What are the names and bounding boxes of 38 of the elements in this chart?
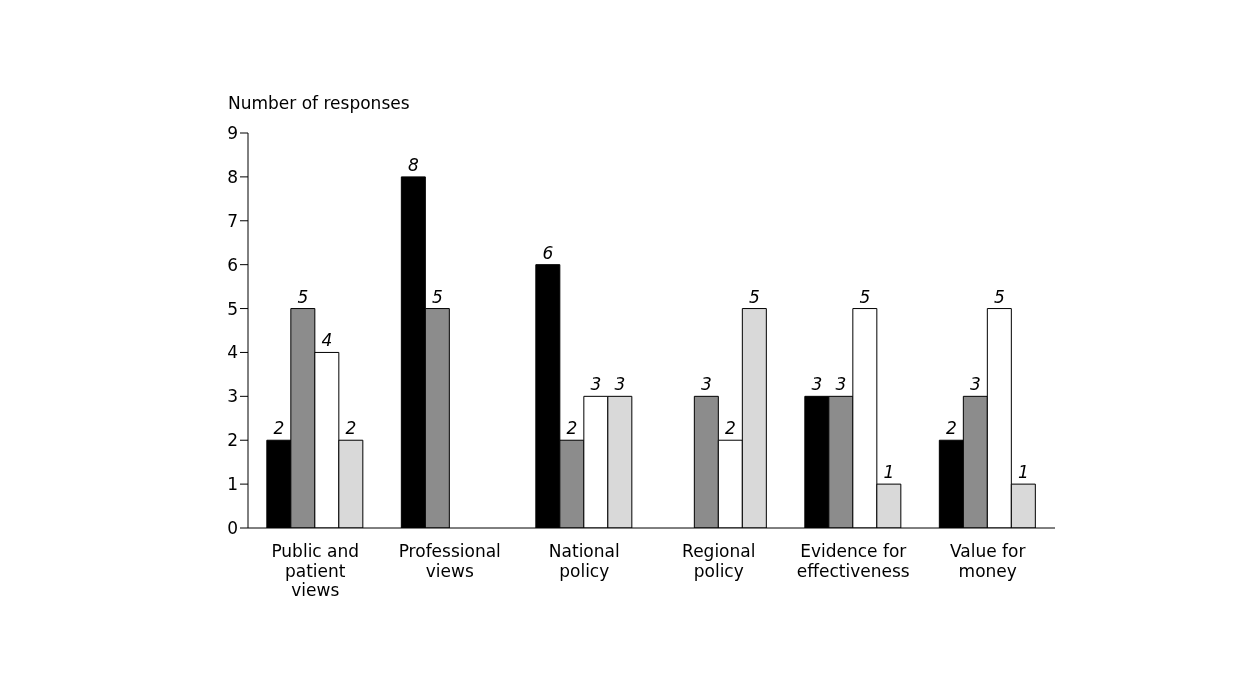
y-tick-label: 2 [227, 430, 238, 451]
data-label: 3 [969, 374, 981, 395]
x-tick-label: National policy [548, 541, 620, 581]
data-label: 5 [297, 286, 309, 307]
data-label: 2 [345, 418, 357, 439]
data-label: 4 [321, 330, 333, 351]
y-tick-label: 6 [227, 254, 238, 275]
data-label: 3 [590, 374, 602, 395]
data-label: 1 [1017, 462, 1029, 483]
y-tick-label: 1 [227, 474, 238, 495]
x-tick-label: Public and patient views [271, 541, 360, 601]
x-tick-label: Professional views [398, 541, 501, 581]
data-label: 2 [566, 418, 578, 439]
data-label: 6 [542, 242, 554, 263]
y-tick-label: 9 [227, 123, 238, 144]
data-label: 3 [835, 374, 847, 395]
data-label: 3 [700, 374, 712, 395]
data-label: 3 [811, 374, 823, 395]
data-label: 8 [407, 154, 419, 175]
data-label: 1 [883, 462, 895, 483]
x-tick-label: Value for money [950, 541, 1026, 581]
y-tick-label: 0 [227, 518, 238, 539]
data-label: 3 [614, 374, 626, 395]
y-tick-label: 7 [227, 210, 238, 231]
y-axis-title: Number of responses [228, 93, 410, 113]
x-tick-label: Regional policy [682, 541, 756, 581]
data-label: 5 [431, 286, 443, 307]
data-label: 2 [945, 418, 957, 439]
data-label: 5 [993, 286, 1005, 307]
data-label: 2 [724, 418, 736, 439]
y-tick-label: 4 [227, 342, 238, 363]
data-label: 5 [859, 286, 871, 307]
data-label: 5 [748, 286, 760, 307]
data-label: 2 [273, 418, 285, 439]
y-tick-label: 5 [227, 298, 238, 319]
x-tick-label: Evidence for effectiveness [796, 541, 910, 581]
y-tick-label: 8 [227, 166, 238, 187]
y-tick-label: 3 [227, 386, 238, 407]
